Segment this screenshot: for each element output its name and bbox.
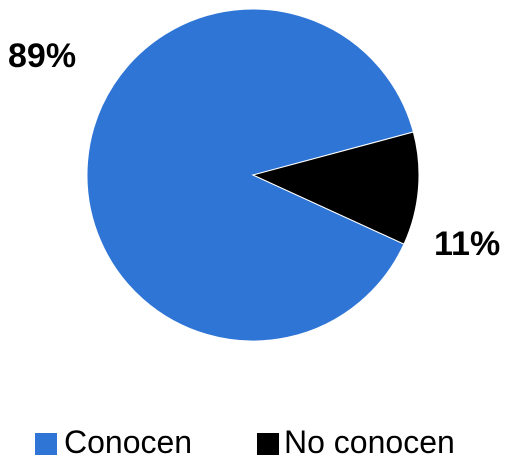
legend-swatch-no-conocen [257, 433, 279, 455]
data-label-conocen: 89% [8, 37, 76, 75]
legend: Conocen No conocen [35, 424, 455, 459]
pie-slices [86, 8, 420, 342]
legend-label-no-conocen: No conocen [284, 424, 455, 459]
pie-slice-no-conocen [251, 131, 420, 245]
legend-label-conocen: Conocen [64, 424, 192, 459]
pie-slice-conocen [86, 8, 414, 342]
data-label-no-conocen: 11% [434, 225, 500, 263]
legend-swatch-conocen [35, 433, 57, 455]
